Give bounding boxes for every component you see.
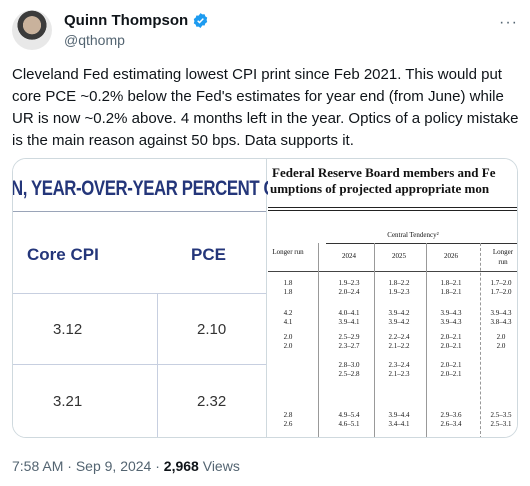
fed-table-cell: 1.8 1.8 xyxy=(283,279,293,296)
column-header-pce: PCE xyxy=(191,245,226,264)
tweet-text: Cleveland Fed estimating lowest CPI prin… xyxy=(12,66,519,149)
fed-table-cell: 2.2–2.4 2.1–2.2 xyxy=(388,333,410,350)
divider xyxy=(268,207,517,208)
tweet-time[interactable]: 7:58 AM xyxy=(12,458,64,474)
divider xyxy=(157,293,158,437)
fed-table-cell: 1.8–2.1 1.8–2.1 xyxy=(440,279,462,296)
fed-table-cell: 2.3–2.4 2.1–2.3 xyxy=(388,361,410,378)
author-handle[interactable]: @qthomp xyxy=(64,32,125,48)
fed-table-cell: 1.9–2.3 2.0–2.4 xyxy=(338,279,360,296)
fed-table-cell: 2.0–2.1 2.0–2.1 xyxy=(440,361,462,378)
media-image-right[interactable]: Federal Reserve Board members and Fe ump… xyxy=(268,159,517,437)
views-count[interactable]: 2,968 xyxy=(163,458,199,474)
fed-table-cell: 4.0–4.1 3.9–4.1 xyxy=(338,309,360,326)
fed-table-cell: 3.9–4.3 3.8–4.3 xyxy=(490,309,512,326)
fed-table-cell: 2.0–2.1 2.0–2.1 xyxy=(440,333,462,350)
verified-badge-icon xyxy=(193,13,208,28)
fed-table-cell: 2.9–3.6 2.6–3.4 xyxy=(440,411,462,428)
divider xyxy=(374,243,375,437)
tweet-header: Quinn Thompson @qthomp ··· xyxy=(12,10,518,54)
media-image-left[interactable]: N, YEAR-OVER-YEAR PERCENT C Core CPI PCE… xyxy=(13,159,276,437)
divider xyxy=(13,364,266,365)
fed-table-cell: 2.5–2.9 2.3–2.7 xyxy=(338,333,360,350)
author-name[interactable]: Quinn Thompson xyxy=(64,12,189,29)
column-header-core-cpi: Core CPI xyxy=(27,245,99,264)
fed-table-cell: 2.0 2.0 xyxy=(496,333,506,350)
divider xyxy=(480,243,481,437)
divider xyxy=(326,243,517,244)
header-2024: 2024 xyxy=(342,252,356,260)
fed-table-cell: 3.9–4.3 3.9–4.3 xyxy=(440,309,462,326)
header-2025: 2025 xyxy=(392,252,406,260)
header-longer-run: Longer run xyxy=(272,248,304,256)
table-cell-pce: 2.10 xyxy=(197,321,227,338)
tweet-meta: 7:58 AM · Sep 9, 2024 · 2,968 Views xyxy=(12,458,240,474)
inflation-table-title: N, YEAR-OVER-YEAR PERCENT C xyxy=(12,177,276,200)
separator: · xyxy=(67,458,72,474)
fed-table-cell: 2.0 2.0 xyxy=(283,333,293,350)
fed-table-cell: 4.2 4.1 xyxy=(283,309,293,326)
author-name-row[interactable]: Quinn Thompson xyxy=(64,12,209,29)
tweet-date[interactable]: Sep 9, 2024 xyxy=(75,458,152,474)
fed-table-title-line2: umptions of projected appropriate mon xyxy=(270,181,490,196)
fed-table-cell: 1.8–2.2 1.9–2.3 xyxy=(388,279,410,296)
divider xyxy=(318,243,319,437)
views-label: Views xyxy=(202,458,240,474)
table-cell-pce: 2.32 xyxy=(197,393,227,410)
separator: · xyxy=(155,458,160,474)
divider xyxy=(426,243,427,437)
table-cell-cpi: 3.12 xyxy=(53,321,83,338)
fed-table-title-line1: Federal Reserve Board members and Fe xyxy=(272,165,496,180)
divider xyxy=(268,271,517,272)
divider xyxy=(13,293,266,294)
fed-table-cell: 4.9–5.4 4.6–5.1 xyxy=(338,411,360,428)
header-2026: 2026 xyxy=(444,252,458,260)
divider xyxy=(268,210,517,211)
media-container: N, YEAR-OVER-YEAR PERCENT C Core CPI PCE… xyxy=(12,158,518,438)
more-options-icon[interactable]: ··· xyxy=(499,14,518,31)
central-tendency-header: Central Tendency² xyxy=(387,231,439,239)
fed-table-cell: 2.8–3.0 2.5–2.8 xyxy=(338,361,360,378)
fed-table-cell: 3.9–4.2 3.9–4.2 xyxy=(388,309,410,326)
table-cell-cpi: 3.21 xyxy=(53,393,83,410)
fed-table-cell: 1.7–2.0 1.7–2.0 xyxy=(490,279,512,296)
fed-table-cell: 2.8 2.6 xyxy=(283,411,293,428)
fed-table-cell: 2.5–3.5 2.5–3.1 xyxy=(490,411,512,428)
header-longer-run-right: Longer run xyxy=(492,248,514,266)
avatar[interactable] xyxy=(12,10,52,50)
fed-table-cell: 3.9–4.4 3.4–4.1 xyxy=(388,411,410,428)
divider xyxy=(13,211,266,212)
